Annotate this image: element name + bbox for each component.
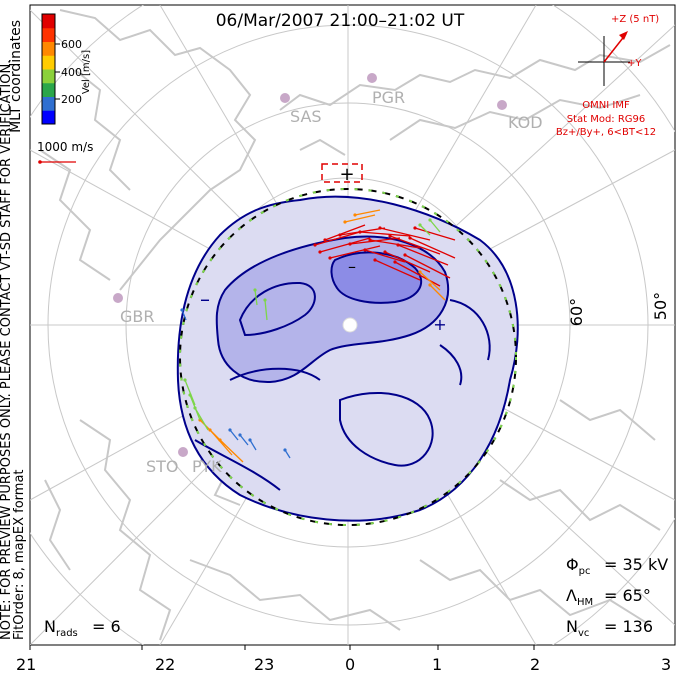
phi-subscript: pc [579,566,591,577]
colorbar-segment [42,14,55,29]
nrads-value: = 6 [92,617,121,636]
station-label: SAS [290,107,322,126]
station-markers [113,73,507,457]
svg-text:ΛHM: ΛHM [566,586,593,608]
imf-vector-arrowhead [619,31,628,40]
mlt-tick: 21 [16,655,36,674]
svg-text:Nrads: Nrads [44,617,78,639]
pole-marker [342,317,358,333]
station-label: GBR [120,307,155,326]
colorbar-segment [42,55,55,70]
nvc-symbol: N [566,617,578,636]
imf-plus-y: +Y [627,58,642,69]
svg-text:Nvc: Nvc [566,617,589,639]
colorbar-border [41,13,56,125]
svg-text:Φpc: Φpc [566,555,590,577]
imf-stat-mod: Stat Mod: RG96 [567,114,646,125]
colorbar-segment [42,41,55,56]
mlt-tick: 0 [345,655,355,674]
colorbar-segment [42,96,55,111]
nvc-value: = 136 [604,617,653,636]
lambda-subscript: HM [577,597,593,608]
phi-value: = 35 kV [604,555,668,574]
lambda-value: = 65° [604,586,651,605]
latitude-label: 60° [567,298,586,326]
station-label: PGR [372,88,405,107]
lambda-symbol: Λ [566,586,577,605]
colorbar-segment [42,110,55,125]
mlt-tick: 2 [530,655,540,674]
potential-dusk-sign: + [433,315,446,334]
reference-vector-label: 1000 m/s [37,140,93,154]
nrads-subscript: rads [56,628,78,639]
imf-label: OMNI IMF [582,100,630,111]
imf-plus-z: +Z (5 nT) [611,14,659,25]
colorbar-segment [42,82,55,97]
velocity-tick: 600 [61,38,82,51]
nvc-stat: Nvc = 136 [566,617,653,639]
potential-max-box [321,163,363,183]
preview-note: NOTE: FOR PREVIEW PURPOSES ONLY. PLEASE … [0,60,14,640]
colorbar-segment [42,69,55,84]
mlt-tick: 23 [254,655,274,674]
potential-contours [194,281,491,491]
mlt-tick: 22 [155,655,175,674]
nvc-subscript: vc [578,628,589,639]
latitude-label: 50° [651,292,670,320]
phi-pc-stat: Φpc = 35 kV [566,555,668,577]
hm-boundary-vectors [179,188,517,526]
potential-dawn-sign: – [200,287,210,311]
colorbar-segment [42,27,55,42]
coastlines [39,9,671,641]
velocity-scale-ticks [55,43,60,100]
potential-region-inner [330,251,422,304]
map-title: 06/Mar/2007 21:00–21:02 UT [216,11,465,31]
reference-vector-dot [38,160,42,164]
velocity-color-scale [41,13,56,125]
station-label: KOD [508,113,543,132]
mlt-tick: 3 [661,655,671,674]
station-label: STO [146,457,179,476]
phi-symbol: Φ [566,555,579,574]
velocity-vectors [180,209,456,463]
station-label: PYK [192,457,222,476]
nrads-stat: Nrads = 6 [44,617,121,639]
velocity-tick: 200 [61,93,82,106]
imf-vector [603,33,627,63]
potential-min-marker: – [348,257,356,276]
imf-conditions: Bz+/By+, 6<BT<12 [556,127,656,138]
mlt-axis [29,645,535,650]
potential-max-marker: + [339,164,354,185]
coordinate-label: MLT coordinates [8,20,24,133]
lambda-hm-stat: ΛHM = 65° [566,586,651,608]
nrads-symbol: N [44,617,56,636]
fit-order-note: FitOrder: 8, mapEX format [12,469,27,640]
velocity-tick: 400 [61,66,82,79]
mlt-tick: 1 [432,655,442,674]
velocity-axis-label: Vel [m/s] [81,50,92,94]
